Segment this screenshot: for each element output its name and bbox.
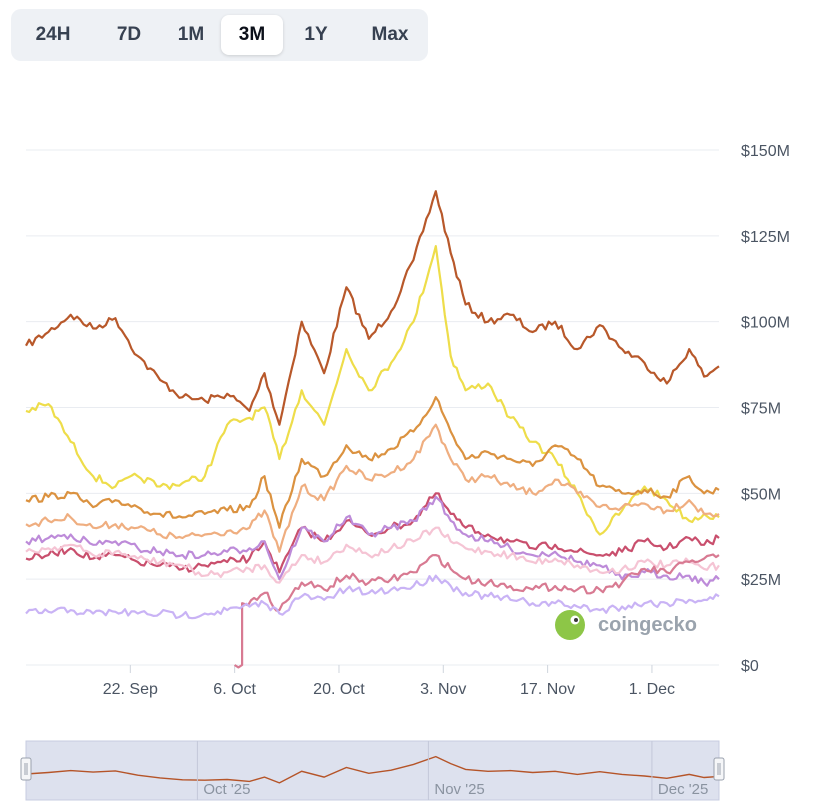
y-tick-label: $75M: [741, 401, 781, 418]
y-tick-label: $150M: [741, 143, 790, 160]
range-tab-max[interactable]: Max: [371, 24, 409, 45]
series-line-1: [25, 190, 720, 426]
y-tick-label: $50M: [741, 486, 781, 503]
series-line-4: [25, 423, 720, 553]
navigator-window[interactable]: [25, 740, 720, 801]
range-tab-3m[interactable]: 3M: [221, 15, 283, 55]
navigator-line: [25, 755, 720, 784]
x-tick-label: 20. Oct: [313, 681, 365, 698]
series-line-3: [25, 396, 720, 529]
range-navigator[interactable]: Oct '25 Nov '25 Dec '25: [20, 740, 725, 801]
coingecko-gecko-logo-icon: [555, 610, 585, 640]
range-tab-24h[interactable]: 24H: [35, 24, 71, 45]
gecko-pupil-icon: [574, 618, 578, 622]
x-tick-label: 3. Nov: [420, 681, 466, 698]
coingecko-watermark: coingecko: [555, 610, 697, 640]
series-line-8: [234, 553, 720, 669]
y-tick-label: $100M: [741, 315, 790, 332]
navigator-tick-label: Oct '25: [203, 781, 250, 798]
x-tick-label: 22. Sep: [103, 681, 158, 698]
y-tick-label: $125M: [741, 229, 790, 246]
navigator-tick-label: Dec '25: [658, 781, 708, 798]
series-line-7: [25, 526, 720, 584]
y-axis-labels: $0 $25M $50M $75M $100M $125M $150M: [741, 143, 790, 675]
grid-lines: [26, 149, 719, 666]
y-tick-label: $25M: [741, 572, 781, 589]
x-tick-label: 17. Nov: [520, 681, 575, 698]
series-lines: [25, 190, 720, 669]
navigator-left-handle[interactable]: [20, 757, 32, 781]
time-range-selector: 24H 7D 1M 3M 1Y Max: [11, 9, 428, 61]
x-axis-labels: 22. Sep 6. Oct 20. Oct 3. Nov 17. Nov 1. Dec: [103, 665, 675, 698]
series-line-6: [25, 495, 720, 587]
navigator-right-handle[interactable]: [713, 757, 725, 781]
range-tab-1y[interactable]: 1Y: [304, 24, 328, 45]
watermark-text: coingecko: [598, 614, 697, 636]
x-tick-label: 6. Oct: [213, 681, 256, 698]
series-line-9: [25, 574, 720, 620]
range-tab-1m[interactable]: 1M: [177, 24, 205, 45]
range-tab-7d[interactable]: 7D: [116, 24, 142, 45]
series-line-2: [25, 245, 720, 536]
navigator-tick-label: Nov '25: [434, 781, 484, 798]
y-tick-label: $0: [741, 658, 759, 675]
x-tick-label: 1. Dec: [629, 681, 675, 698]
